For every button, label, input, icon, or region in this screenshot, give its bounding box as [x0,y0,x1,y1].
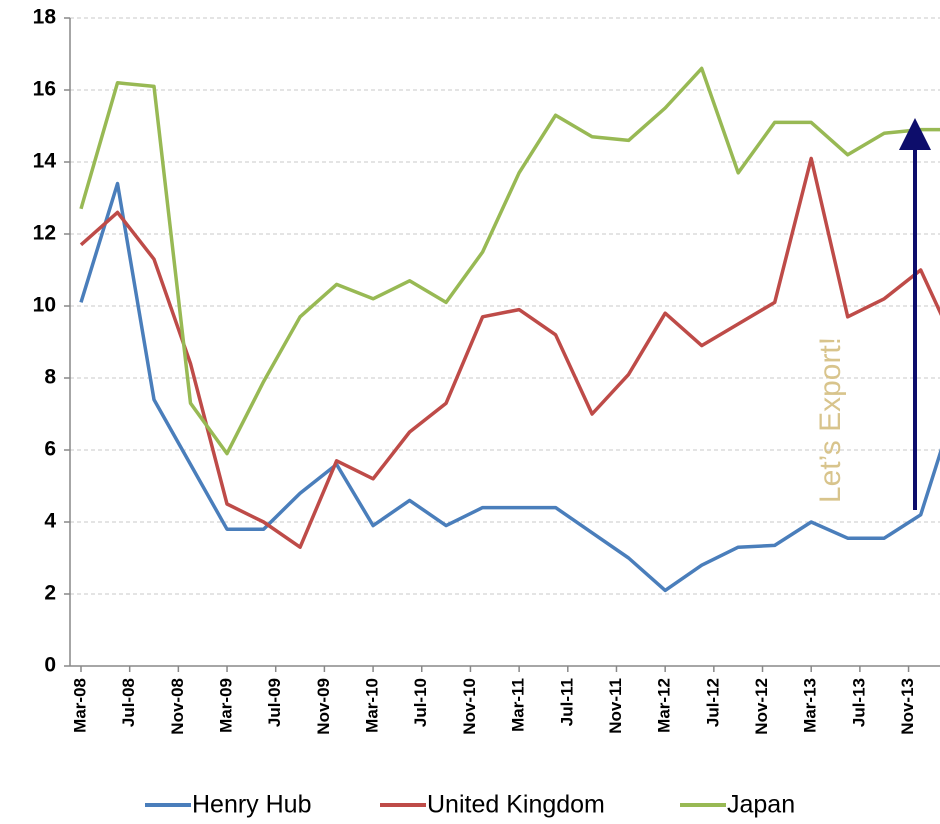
y-tick-label: 10 [33,294,56,317]
x-tick-label: Nov-13 [898,678,917,735]
x-tick-label: Mar-09 [217,678,236,733]
x-tick-label: Nov-09 [314,678,333,735]
x-tick-label: Mar-13 [801,678,820,733]
legend-label: Japan [727,791,795,819]
y-tick-label: 14 [33,150,57,173]
x-tick-label: Jul-13 [849,678,868,727]
x-tick-label: Mar-10 [363,678,382,733]
x-tick-label: Jul-12 [703,678,722,727]
y-tick-label: 0 [44,654,56,677]
x-tick-label: Nov-10 [460,678,479,735]
series-line [79,66,940,456]
annotation: Let’s Export! [814,337,847,503]
x-tick-label: Jul-11 [557,678,576,726]
y-tick-label: 6 [44,438,56,461]
x-tick-label: Jul-08 [119,678,138,727]
y-tick-label: 8 [44,366,56,389]
x-tick-label: Jul-09 [265,678,284,727]
y-tick-label: 2 [44,582,56,605]
x-tick-label: Mar-12 [655,678,674,733]
y-tick-label: 12 [33,222,56,245]
y-tick-label: 4 [44,510,56,533]
legend-label: Henry Hub [192,791,312,819]
x-tick-label: Jul-10 [411,678,430,727]
series-line [79,181,940,593]
y-tick-label: 16 [33,78,56,101]
x-tick-label: Nov-12 [752,678,771,735]
legend-label: United Kingdom [427,791,605,819]
x-tick-label: Nov-11 [606,678,625,734]
series-line [79,156,940,549]
y-tick-label: 18 [33,6,57,29]
x-tick-label: Mar-11 [509,678,528,732]
x-tick-label: Mar-08 [70,678,89,733]
x-tick-label: Nov-08 [168,678,187,735]
